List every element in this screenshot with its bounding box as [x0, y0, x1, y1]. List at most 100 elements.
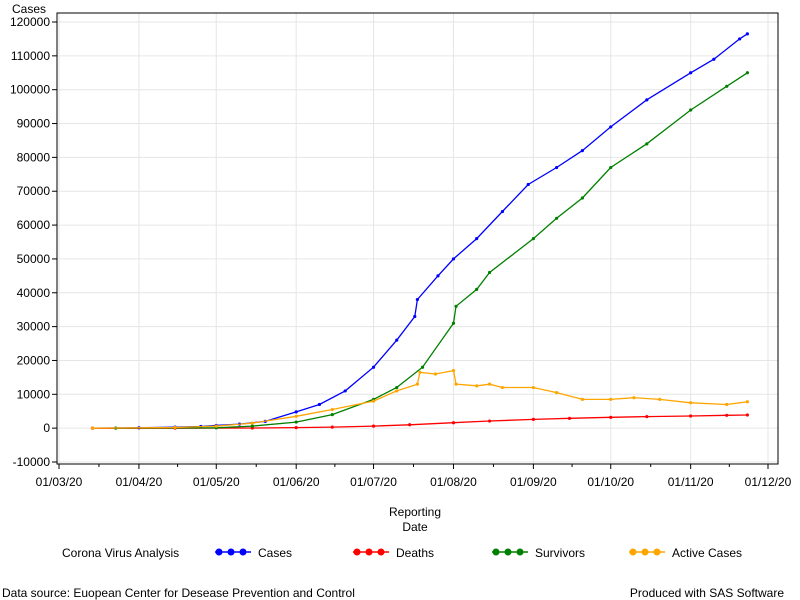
- y-tick-label: 50000: [17, 252, 51, 266]
- data-point-active-cases: [500, 385, 505, 390]
- legend-marker-cases: [215, 548, 223, 556]
- data-point-active-cases: [689, 401, 693, 405]
- x-tick-label: 01/08/20: [430, 475, 477, 489]
- data-point-cases: [451, 257, 456, 261]
- y-tick-label: 40000: [17, 286, 51, 300]
- x-tick-label: 01/12/20: [745, 475, 792, 489]
- data-point-active-cases: [632, 396, 636, 400]
- legend-marker-deaths: [353, 548, 361, 556]
- data-source-note: Data source: Euopean Center for Desease …: [2, 586, 355, 600]
- x-tick-label: 01/05/20: [193, 475, 240, 489]
- series-layer: [90, 32, 749, 430]
- data-point-active-cases: [658, 397, 662, 401]
- data-point-cases: [712, 57, 716, 61]
- data-point-active-cases: [609, 397, 613, 401]
- data-point-deaths: [487, 419, 492, 423]
- legend-label-deaths: Deaths: [396, 546, 434, 560]
- data-point-survivors: [454, 304, 458, 308]
- x-tick-label: 01/04/20: [116, 475, 163, 489]
- data-point-survivors: [580, 196, 584, 200]
- data-point-cases: [609, 125, 613, 129]
- series-line-active-cases: [92, 369, 748, 429]
- legend-marker-deaths: [365, 548, 373, 556]
- gridlines: [57, 13, 778, 464]
- data-point-deaths: [531, 417, 535, 421]
- data-point-survivors: [725, 84, 729, 88]
- data-point-survivors: [609, 165, 613, 170]
- data-point-cases: [343, 389, 347, 393]
- data-point-active-cases: [330, 407, 334, 412]
- data-point-cases: [526, 182, 530, 187]
- data-point-survivors: [487, 270, 492, 275]
- y-tick-label: 80000: [17, 150, 51, 164]
- data-point-active-cases: [487, 382, 492, 386]
- x-tick-label: 01/03/20: [36, 475, 83, 489]
- data-point-cases: [645, 98, 649, 102]
- legend-marker-survivors: [504, 548, 512, 556]
- data-point-active-cases: [454, 382, 458, 386]
- data-point-cases: [500, 209, 505, 214]
- y-tick-label: 60000: [17, 218, 51, 232]
- data-point-survivors: [554, 216, 559, 220]
- data-point-survivors: [531, 237, 535, 241]
- y-tick-label: 20000: [17, 353, 51, 367]
- data-point-survivors: [451, 321, 456, 325]
- data-point-active-cases: [433, 372, 438, 376]
- legend-marker-survivors: [492, 548, 500, 556]
- data-point-active-cases: [580, 397, 584, 401]
- data-point-active-cases: [395, 389, 399, 393]
- data-point-deaths: [725, 413, 729, 417]
- x-tick-label: 01/11/20: [668, 475, 714, 489]
- y-tick-label: 90000: [17, 117, 51, 131]
- x-axis-label-line2: Date: [402, 520, 428, 534]
- data-point-active-cases: [725, 402, 729, 407]
- data-point-cases: [436, 274, 440, 278]
- legend-marker-survivors: [516, 548, 524, 556]
- y-tick-label: 100000: [10, 83, 50, 97]
- data-point-cases: [738, 37, 742, 41]
- data-point-active-cases: [371, 399, 376, 403]
- y-tick-label: -10000: [13, 455, 51, 469]
- data-point-cases: [294, 410, 298, 414]
- legend-label-cases: Cases: [258, 546, 292, 560]
- data-point-cases: [371, 365, 376, 369]
- x-axis-label-line1: Reporting: [389, 505, 441, 519]
- data-point-active-cases: [418, 370, 422, 374]
- data-point-cases: [689, 71, 693, 75]
- data-point-active-cases: [451, 369, 456, 373]
- data-point-cases: [554, 165, 559, 170]
- data-point-active-cases: [415, 382, 419, 386]
- data-point-deaths: [745, 413, 749, 417]
- y-axis-label: Cases: [12, 2, 46, 16]
- data-point-active-cases: [90, 426, 95, 430]
- x-tick-label: 01/07/20: [350, 475, 397, 489]
- legend-label-active-cases: Active Cases: [672, 546, 742, 560]
- y-axis: -10000 0 10000 20000 30000 40000 50000 60000 700…: [10, 15, 57, 469]
- data-point-cases: [580, 149, 584, 153]
- series-line-survivors: [115, 72, 748, 429]
- data-point-active-cases: [173, 425, 177, 430]
- data-point-cases: [475, 237, 479, 241]
- data-point-survivors: [689, 108, 693, 112]
- data-point-survivors: [250, 424, 254, 428]
- y-tick-label: 30000: [17, 320, 51, 334]
- producer-note: Produced with SAS Software: [630, 586, 784, 600]
- data-point-deaths: [689, 414, 693, 418]
- data-point-deaths: [408, 423, 412, 427]
- x-tick-label: 01/10/20: [587, 475, 634, 489]
- legend-marker-cases: [227, 548, 235, 556]
- series-line-deaths: [92, 414, 748, 429]
- data-point-deaths: [330, 425, 334, 429]
- data-point-survivors: [395, 385, 399, 390]
- y-tick-label: 110000: [11, 49, 50, 63]
- y-tick-label: 70000: [17, 184, 51, 198]
- legend-marker-active-cases: [653, 548, 661, 556]
- data-point-deaths: [451, 421, 456, 425]
- data-point-deaths: [609, 415, 613, 419]
- data-point-deaths: [567, 416, 572, 420]
- x-tick-label: 01/06/20: [273, 475, 320, 489]
- data-point-active-cases: [745, 400, 749, 404]
- data-point-active-cases: [214, 424, 218, 428]
- data-point-survivors: [420, 365, 425, 369]
